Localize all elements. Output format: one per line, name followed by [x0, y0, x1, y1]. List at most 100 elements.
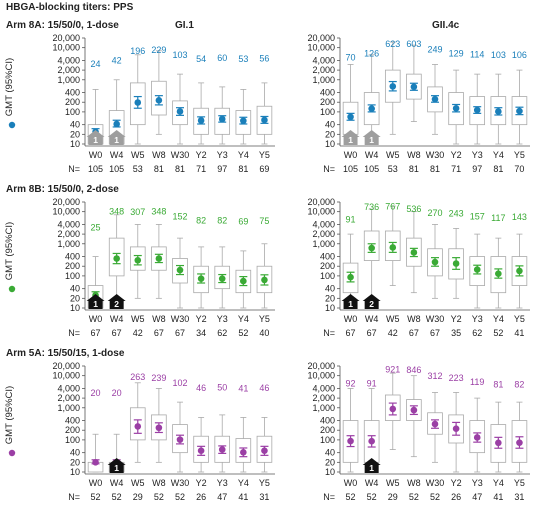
gmt-value-label: 767: [385, 202, 400, 212]
n-value: 52: [175, 492, 185, 502]
n-value: 34: [196, 328, 206, 338]
gmt-point: [155, 255, 163, 262]
gmt-value-label: 69: [238, 216, 248, 226]
gmt-value-label: 46: [196, 383, 206, 393]
n-value: 67: [112, 328, 122, 338]
x-tick-label: Y3: [217, 314, 228, 324]
x-tick-label: W4: [365, 150, 379, 160]
y-tick-label: 4,000: [57, 219, 80, 229]
n-value: 53: [388, 164, 398, 174]
gmt-value-label: 106: [512, 50, 527, 60]
gmt-value-label: 143: [512, 212, 527, 222]
y-tick-label: 20,000: [52, 361, 80, 371]
y-tick-label: 4,000: [312, 383, 335, 393]
gmt-point: [218, 446, 226, 453]
n-value: 97: [217, 164, 227, 174]
gmt-value-label: 82: [514, 379, 524, 389]
gmt-point: [495, 270, 502, 277]
gmt-value-label: 536: [406, 204, 421, 214]
x-tick-label: W8: [152, 314, 166, 324]
gmt-value-label: 157: [470, 211, 485, 221]
gmt-value-label: 75: [259, 216, 269, 226]
dose-number: 1: [369, 463, 374, 473]
row-title-arm-8b: Arm 8B: 15/50/0, 2-dose: [6, 184, 119, 195]
gmt-point: [347, 437, 354, 445]
x-tick-label: Y5: [514, 478, 525, 488]
x-tick-label: Y2: [451, 150, 462, 160]
x-tick-label: Y4: [493, 150, 504, 160]
x-tick-label: Y4: [493, 478, 504, 488]
y-tick-label: 20: [325, 129, 335, 139]
n-value: 52: [367, 492, 377, 502]
dose-number: 1: [114, 463, 119, 473]
x-tick-label: W0: [344, 478, 358, 488]
dose-number: 1: [348, 299, 353, 309]
x-tick-label: W5: [386, 314, 400, 324]
y-tick-label: 400: [65, 252, 80, 262]
gmt-value-label: 81: [493, 379, 503, 389]
y-axis-label: GMT (95%CI): [4, 222, 15, 280]
gmt-point: [218, 275, 226, 282]
gmt-point: [240, 117, 247, 125]
n-value: 105: [364, 164, 379, 174]
gmt-value-label: 603: [406, 39, 421, 49]
gmt-point: [113, 120, 120, 128]
x-tick-label: Y5: [514, 150, 525, 160]
gmt-point: [431, 420, 439, 428]
gmt-value-label: 24: [91, 59, 101, 69]
gmt-value-label: 270: [427, 208, 442, 218]
n-value: 52: [346, 492, 356, 502]
y-tick-label: 400: [320, 88, 335, 98]
n-value: 81: [154, 164, 164, 174]
x-tick-label: Y2: [451, 478, 462, 488]
y-tick-label: 20,000: [52, 197, 80, 207]
dose-arrow: [362, 294, 381, 309]
column-title-gi1: GI.1: [175, 20, 194, 31]
n-value: 40: [259, 328, 269, 338]
panel-2-gi1: 1020401002004001,0002,0004,00010,00020,0…: [4, 197, 275, 338]
x-tick-label: Y3: [217, 478, 228, 488]
x-tick-label: Y5: [259, 314, 270, 324]
x-tick-label: Y4: [493, 314, 504, 324]
dose-arrow: [86, 294, 105, 309]
y-tick-label: 40: [70, 448, 80, 458]
gmt-point: [368, 105, 375, 112]
n-value: 31: [514, 492, 524, 502]
gmt-value-label: 846: [406, 365, 421, 375]
dose-arrow: [86, 130, 105, 145]
x-tick-label: W8: [152, 150, 166, 160]
gmt-point: [197, 447, 205, 455]
y-tick-label: 100: [65, 435, 80, 445]
y-tick-label: 10: [70, 467, 80, 477]
x-tick-label: W30: [426, 314, 445, 324]
y-tick-label: 4,000: [312, 219, 335, 229]
x-tick-label: Y3: [217, 150, 228, 160]
x-tick-label: Y5: [259, 150, 270, 160]
n-value: 67: [430, 328, 440, 338]
gmt-value-label: 20: [91, 388, 101, 398]
x-tick-label: W30: [426, 478, 445, 488]
gmt-point: [261, 116, 268, 124]
y-tick-label: 10: [70, 303, 80, 313]
x-tick-label: W4: [365, 314, 379, 324]
y-axis-label: GMT (95%CI): [4, 58, 15, 116]
n-label: N=: [323, 164, 335, 174]
y-tick-label: 10: [70, 139, 80, 149]
x-tick-label: W8: [407, 314, 421, 324]
gmt-value-label: 50: [217, 382, 227, 392]
gmt-value-label: 229: [151, 45, 166, 55]
gmt-point: [261, 276, 268, 284]
y-tick-label: 400: [320, 416, 335, 426]
y-tick-label: 20,000: [307, 197, 335, 207]
gmt-point: [368, 437, 375, 445]
n-value: 52: [493, 328, 503, 338]
row-title-arm-5a: Arm 5A: 15/50/15, 1-dose: [6, 348, 125, 359]
gmt-point: [410, 406, 418, 414]
y-tick-label: 2,000: [312, 229, 335, 239]
y-tick-label: 20: [70, 457, 80, 467]
gmt-point: [452, 260, 460, 267]
gmt-value-label: 25: [91, 223, 101, 233]
gmt-point: [155, 97, 163, 104]
